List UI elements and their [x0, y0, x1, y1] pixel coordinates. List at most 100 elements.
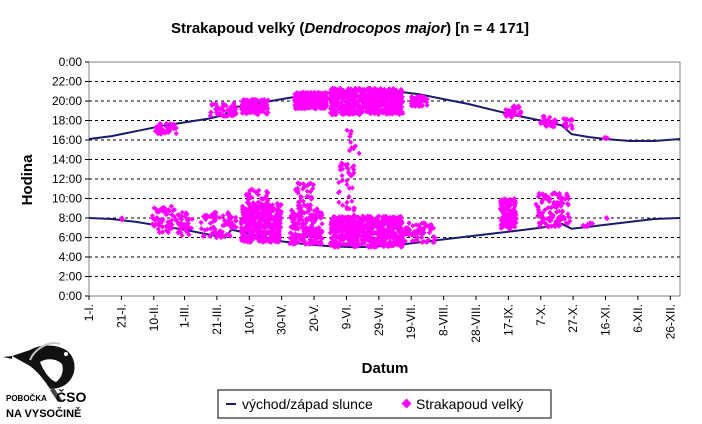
observation-point: [332, 244, 338, 250]
observation-point: [216, 215, 222, 221]
observation-point: [335, 103, 341, 109]
observation-point: [207, 113, 213, 119]
observation-point: [167, 127, 173, 133]
observation-point: [209, 101, 215, 107]
observation-point: [412, 237, 418, 243]
title-species: Dendrocopos major: [304, 20, 447, 37]
observation-point: [566, 214, 572, 220]
observation-point: [362, 229, 368, 235]
observation-point: [360, 239, 366, 245]
observation-point: [536, 190, 542, 197]
observation-point: [374, 244, 380, 250]
observation-point: [307, 105, 314, 111]
observation-point: [337, 241, 343, 248]
observation-point: [387, 111, 393, 117]
observation-point: [261, 217, 267, 223]
observation-point: [504, 112, 510, 118]
observation-point: [303, 216, 309, 222]
observation-point: [341, 111, 347, 117]
observation-point: [430, 239, 436, 245]
observation-point: [337, 87, 343, 93]
observation-point: [537, 223, 543, 229]
observation-point: [248, 231, 254, 237]
observation-point: [516, 104, 522, 110]
observation-point: [297, 214, 303, 220]
observation-point: [356, 150, 362, 156]
observation-point: [328, 105, 334, 112]
observation-point: [179, 209, 185, 216]
observation-point: [298, 194, 304, 200]
observation-point: [317, 239, 323, 245]
observation-point: [311, 219, 317, 225]
observation-point: [416, 94, 422, 100]
legend-sun-label: východ/západ slunce: [242, 396, 373, 412]
observation-point: [343, 222, 349, 228]
observation-point: [318, 210, 325, 216]
observation-point: [517, 112, 523, 118]
observation-point: [339, 93, 345, 99]
observation-point: [422, 223, 428, 229]
observation-point: [258, 224, 264, 230]
observation-point: [412, 230, 419, 236]
observation-point: [342, 218, 348, 224]
observation-point: [348, 139, 354, 145]
observation-point: [239, 206, 245, 212]
observation-point: [359, 95, 365, 101]
observation-point: [300, 198, 306, 204]
observation-point: [288, 224, 294, 230]
observation-point: [302, 220, 308, 226]
observation-point: [406, 220, 412, 226]
observation-point: [304, 183, 310, 189]
observation-point: [362, 222, 368, 228]
observation-point: [322, 101, 328, 107]
observation-point: [507, 112, 513, 118]
logo-line1: POBOČKA: [6, 394, 47, 403]
x-tick-label: 9-VI.: [339, 304, 353, 329]
observation-point: [385, 226, 391, 232]
observation-point: [395, 94, 401, 100]
observation-point: [505, 107, 511, 114]
observation-point: [344, 165, 350, 171]
observation-point: [267, 203, 273, 209]
observation-point: [178, 213, 184, 219]
observation-point: [221, 233, 227, 239]
observation-point: [360, 105, 366, 111]
observation-point: [355, 87, 361, 93]
observation-point: [416, 103, 422, 109]
observation-point: [161, 129, 167, 135]
observation-point: [250, 200, 256, 206]
observation-point: [359, 217, 365, 223]
chart-title: Strakapoud velký (Dendrocopos major) [n …: [171, 20, 529, 37]
observation-point: [163, 211, 169, 217]
title-suffix: ) [n = 4 171]: [446, 20, 529, 37]
observation-point: [253, 227, 259, 234]
observation-point: [227, 111, 233, 117]
observation-point: [165, 229, 171, 236]
observation-point: [374, 219, 380, 225]
observation-point: [332, 232, 338, 238]
observation-point: [245, 199, 251, 205]
observation-point: [247, 239, 253, 245]
observation-point: [260, 206, 266, 212]
observation-point: [295, 180, 301, 186]
observation-point: [533, 201, 539, 207]
observation-point: [398, 232, 404, 238]
observation-point: [368, 235, 374, 241]
observation-point: [551, 124, 557, 130]
observation-point: [169, 217, 175, 223]
observation-point: [276, 236, 282, 242]
observation-point: [202, 227, 208, 233]
observation-point: [211, 213, 217, 219]
y-tick-label: 0:00: [59, 55, 83, 69]
observation-point: [511, 196, 517, 202]
observation-point: [332, 102, 338, 108]
observation-point: [311, 105, 317, 112]
observation-point: [350, 233, 356, 239]
observation-point: [554, 209, 560, 215]
observation-point: [383, 89, 389, 95]
observation-point: [256, 211, 262, 217]
observation-point: [417, 101, 423, 107]
observation-point: [268, 209, 274, 215]
observation-point: [319, 235, 325, 241]
observation-point: [511, 103, 517, 109]
